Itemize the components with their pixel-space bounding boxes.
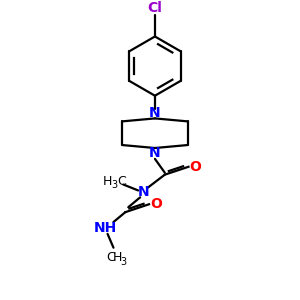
Text: Cl: Cl — [148, 1, 162, 15]
Text: N: N — [137, 185, 149, 200]
Text: H: H — [113, 251, 122, 264]
Text: O: O — [190, 160, 201, 174]
Text: NH: NH — [94, 221, 117, 235]
Text: C: C — [106, 251, 115, 264]
Text: 3: 3 — [120, 256, 126, 266]
Text: O: O — [150, 197, 162, 211]
Text: 3: 3 — [111, 179, 118, 190]
Text: N: N — [149, 106, 161, 121]
Text: C: C — [117, 175, 126, 188]
Text: H: H — [103, 175, 112, 188]
Text: N: N — [149, 146, 161, 160]
